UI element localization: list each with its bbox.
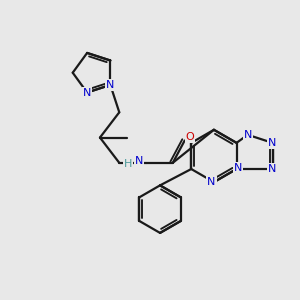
- Text: N: N: [268, 164, 277, 174]
- Text: O: O: [186, 132, 194, 142]
- Text: N: N: [83, 88, 91, 98]
- Text: N: N: [134, 156, 143, 166]
- Text: N: N: [234, 163, 242, 172]
- Text: N: N: [106, 80, 115, 90]
- Text: N: N: [244, 130, 252, 140]
- Text: N: N: [207, 177, 216, 187]
- Text: H: H: [124, 159, 132, 169]
- Text: N: N: [268, 138, 277, 148]
